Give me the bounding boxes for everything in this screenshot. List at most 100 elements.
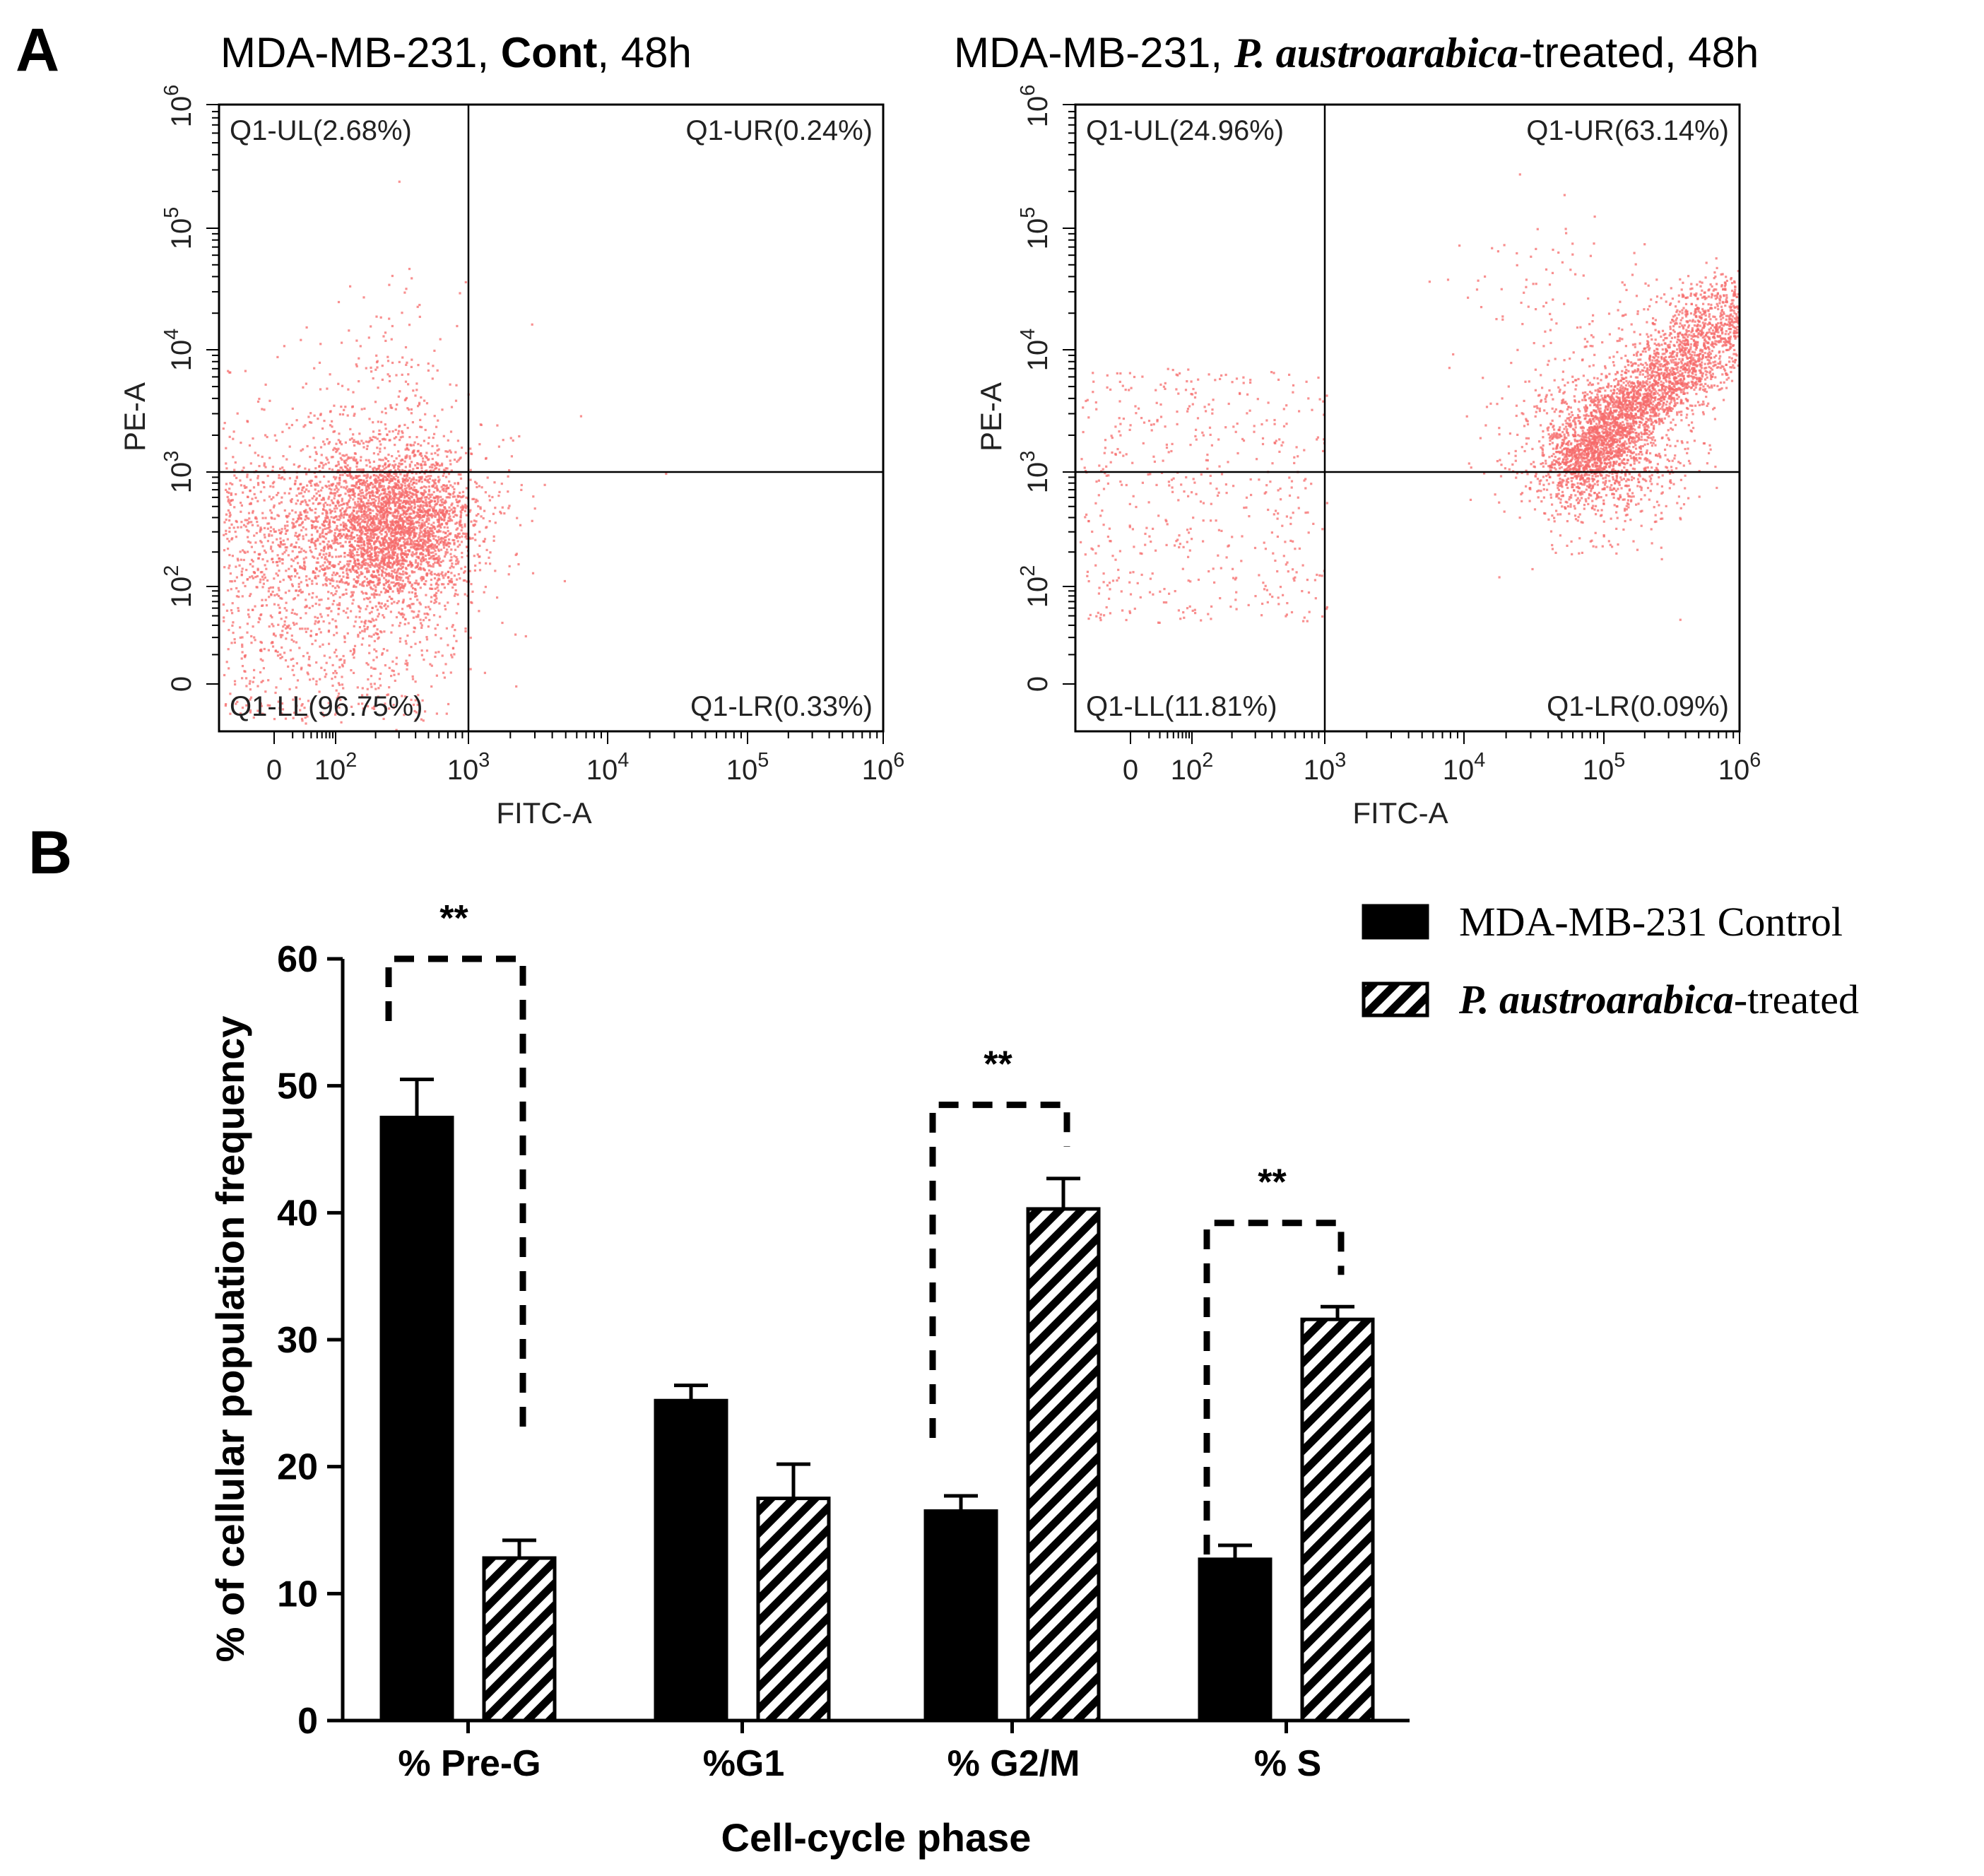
event-dot: [458, 495, 461, 497]
event-dot: [329, 512, 332, 514]
event-dot: [371, 707, 374, 709]
event-dot: [389, 562, 392, 565]
event-dot: [366, 531, 369, 534]
event-dot: [267, 649, 270, 651]
event-dot: [515, 685, 518, 688]
event-dot: [279, 467, 282, 470]
event-dot: [359, 521, 362, 525]
event-dot: [372, 536, 375, 540]
event-dot: [326, 614, 329, 617]
event-dot: [360, 408, 363, 411]
event-dot: [285, 514, 288, 517]
event-dot: [434, 655, 437, 659]
event-dot: [402, 562, 405, 565]
event-dot: [435, 595, 437, 598]
event-dot: [342, 654, 345, 658]
event-dot: [294, 696, 297, 699]
event-dot: [337, 542, 340, 545]
event-dot: [408, 549, 411, 552]
event-dot: [466, 505, 468, 508]
event-dot: [310, 538, 313, 541]
event-dot: [406, 443, 409, 446]
event-dot: [300, 338, 302, 341]
event-dot: [271, 590, 274, 594]
event-dot: [412, 603, 415, 606]
event-dot: [411, 586, 415, 590]
event-dot: [328, 552, 331, 555]
event-dot: [348, 554, 350, 557]
event-dot: [355, 517, 358, 520]
event-dot: [330, 579, 333, 582]
event-dot: [422, 577, 425, 580]
event-dot: [372, 498, 375, 501]
event-dot: [408, 455, 411, 458]
event-dot: [260, 613, 263, 616]
event-dot: [430, 547, 433, 550]
event-dot: [315, 452, 318, 455]
event-dot: [247, 512, 251, 514]
event-dot: [362, 556, 365, 559]
event-dot: [413, 529, 415, 531]
event-dot: [372, 625, 375, 627]
event-dot: [401, 507, 403, 509]
event-dot: [437, 476, 440, 478]
event-dot: [245, 569, 248, 572]
event-dot: [430, 600, 432, 603]
event-dot: [394, 568, 396, 571]
event-dot: [389, 492, 391, 495]
event-dot: [372, 501, 375, 504]
event-dot: [338, 683, 341, 686]
event-dot: [430, 578, 432, 582]
event-dot: [411, 526, 414, 529]
event-dot: [425, 456, 427, 459]
event-dot: [1720, 337, 1723, 340]
event-dot: [363, 628, 366, 631]
event-dot: [248, 521, 251, 524]
event-dot: [246, 631, 249, 634]
event-dot: [469, 668, 472, 671]
event-dot: [271, 641, 274, 644]
event-dot: [394, 528, 396, 531]
event-dot: [1614, 424, 1617, 427]
event-dot: [444, 521, 447, 525]
event-dot: [364, 620, 367, 623]
event-dot: [228, 530, 231, 533]
event-dot: [345, 487, 348, 490]
event-dot: [263, 485, 266, 489]
event-dot: [377, 502, 380, 505]
event-dot: [353, 561, 356, 565]
event-dot: [335, 515, 338, 518]
event-dot: [410, 365, 413, 368]
event-dot: [447, 517, 450, 519]
event-dot: [413, 709, 416, 712]
event-dot: [418, 500, 421, 503]
event-dot: [398, 519, 401, 522]
event-dot: [342, 521, 345, 524]
event-dot: [276, 514, 279, 517]
event-dot: [411, 492, 414, 495]
event-dot: [279, 537, 282, 540]
event-dot: [264, 598, 267, 601]
event-dot: [360, 456, 362, 459]
event-dot: [300, 548, 303, 550]
event-dot: [382, 550, 385, 553]
event-dot: [399, 536, 402, 539]
event-dot: [344, 541, 347, 543]
event-dot: [322, 553, 325, 556]
event-dot: [391, 534, 394, 537]
event-dot: [434, 627, 437, 630]
event-dot: [314, 572, 317, 574]
event-dot: [247, 608, 250, 611]
event-dot: [368, 536, 371, 538]
event-dot: [423, 539, 426, 542]
event-dot: [306, 651, 309, 654]
event-dot: [1709, 353, 1712, 355]
event-dot: [434, 594, 437, 596]
event-dot: [456, 481, 459, 485]
event-dot: [476, 553, 479, 556]
event-dot: [476, 500, 479, 502]
event-dot: [413, 545, 415, 548]
event-dot: [298, 516, 301, 519]
event-dot: [353, 526, 355, 529]
event-dot: [301, 627, 304, 630]
